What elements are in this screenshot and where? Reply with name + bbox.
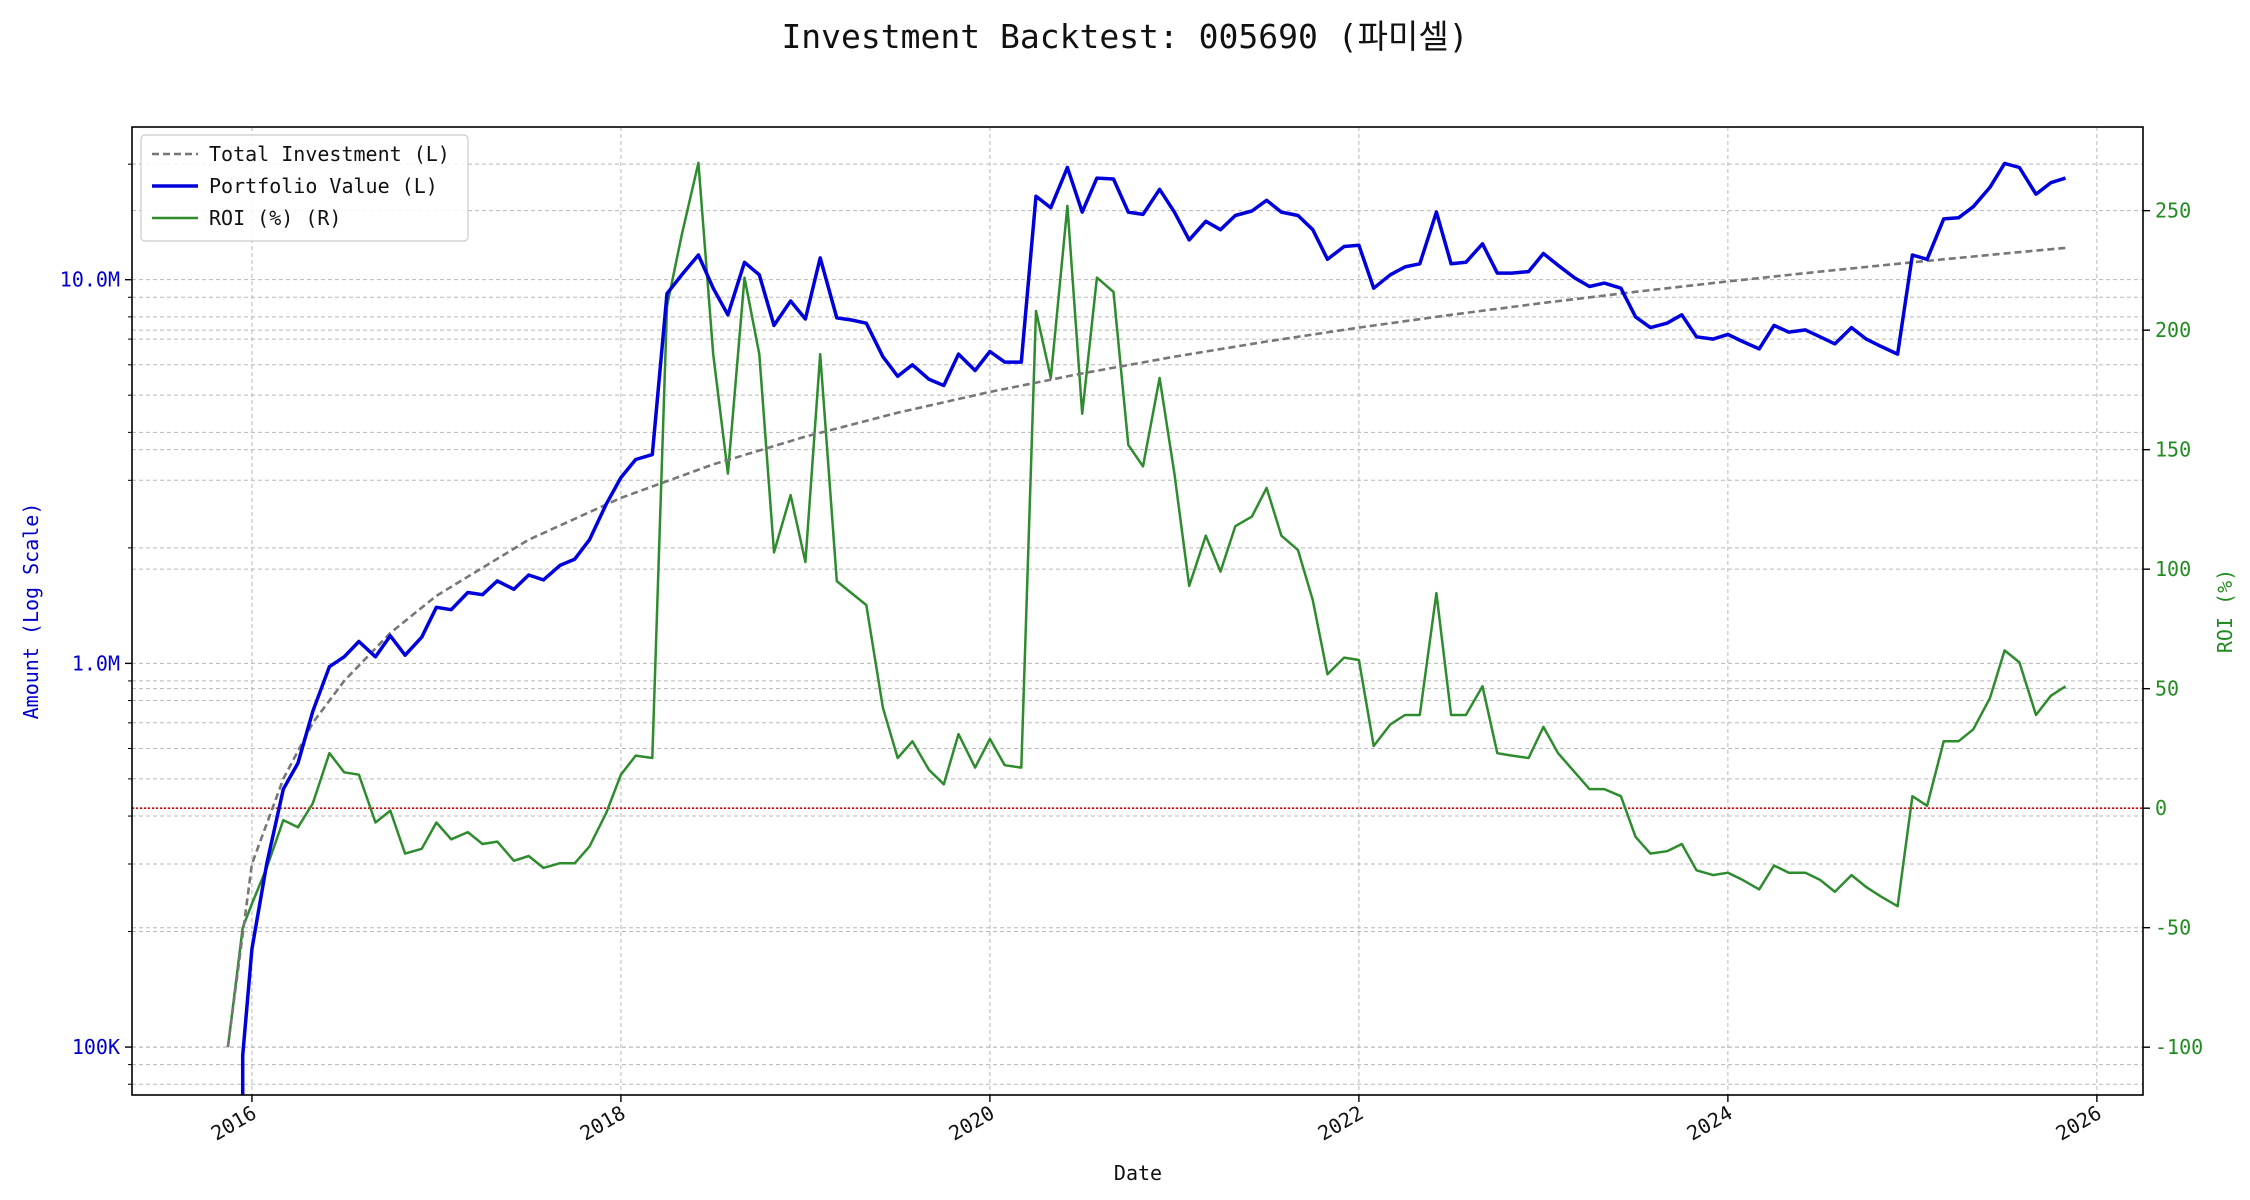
x-axis-ticks: 2016 2018 2020 2022 2024 2026 — [207, 1095, 2106, 1146]
x-tick-label: 2026 — [2052, 1101, 2106, 1146]
right-tick-label: -100 — [2155, 1035, 2203, 1059]
x-tick-label: 2018 — [576, 1101, 630, 1146]
grid — [132, 127, 2143, 1095]
x-tick-label: 2020 — [945, 1101, 999, 1146]
series-roi — [226, 161, 2067, 1048]
left-axis-label: Amount (Log Scale) — [19, 503, 43, 720]
chart-title: Investment Backtest: 005690 (파미셀) — [781, 17, 1468, 56]
left-tick-label: 1.0M — [72, 651, 120, 675]
right-tick-label: 50 — [2155, 677, 2179, 701]
right-tick-label: 0 — [2155, 796, 2167, 820]
left-tick-label: 100K — [72, 1035, 120, 1059]
series-total-investment — [226, 246, 2066, 1048]
right-axis-ticks: -100 -50 0 50 100 150 200 250 — [2143, 199, 2203, 1059]
legend-label-portfolio-value: Portfolio Value (L) — [209, 174, 438, 198]
legend: Total Investment (L) Portfolio Value (L)… — [140, 134, 469, 242]
right-axis-label: ROI (%) — [2213, 569, 2237, 653]
series-layer — [226, 161, 2067, 1095]
legend-label-total-investment: Total Investment (L) — [209, 142, 450, 166]
right-tick-label: -50 — [2155, 916, 2191, 940]
x-tick-label: 2022 — [1314, 1101, 1368, 1146]
x-tick-label: 2024 — [1683, 1101, 1737, 1146]
left-tick-label: 10.0M — [60, 268, 120, 292]
plot-frame — [131, 126, 2144, 1096]
series-portfolio-value — [240, 161, 2067, 1095]
x-tick-label: 2016 — [207, 1101, 261, 1146]
left-axis-ticks: 100K 1.0M 10.0M — [60, 268, 132, 1059]
legend-label-roi: ROI (%) (R) — [209, 206, 341, 230]
right-tick-label: 200 — [2155, 318, 2191, 342]
x-axis-label: Date — [1114, 1161, 1162, 1185]
legend-box — [140, 134, 469, 242]
right-tick-label: 250 — [2155, 199, 2191, 223]
right-tick-label: 100 — [2155, 557, 2191, 581]
right-tick-label: 150 — [2155, 438, 2191, 462]
